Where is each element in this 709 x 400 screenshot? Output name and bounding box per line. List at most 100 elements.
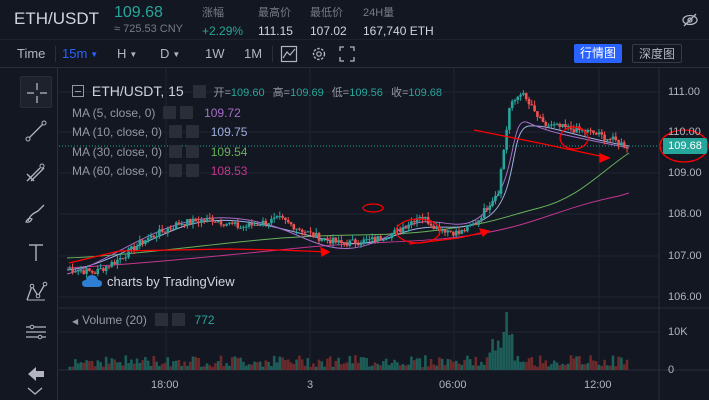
candle-body xyxy=(606,139,609,141)
candle-body xyxy=(264,220,268,225)
candle-body xyxy=(298,228,301,230)
user-annotations[interactable] xyxy=(68,126,709,264)
ma30-line xyxy=(66,152,630,259)
interval-1w-button[interactable]: 1W xyxy=(205,46,225,61)
tradingview-watermark[interactable]: charts by TradingView xyxy=(81,274,235,289)
volume-bar xyxy=(415,358,419,370)
candle-body xyxy=(474,223,478,225)
candle-body xyxy=(146,237,150,241)
price-chart[interactable]: ETH/USDT, 15 开=109.60 高=109.69 低=109.56 … xyxy=(59,68,709,400)
close-icon[interactable] xyxy=(172,313,186,326)
close-icon[interactable] xyxy=(186,125,200,138)
candle-body xyxy=(93,272,97,274)
candle-body xyxy=(110,261,114,267)
annotation-circle[interactable] xyxy=(395,218,441,244)
interval-1m-button[interactable]: 1M xyxy=(244,46,263,61)
candle-body xyxy=(496,193,500,196)
settings-icon[interactable] xyxy=(169,125,183,138)
volume-bar xyxy=(152,355,156,370)
annotation-circle[interactable] xyxy=(559,126,589,150)
candle-body xyxy=(331,237,335,244)
watermark-text: charts by TradingView xyxy=(107,274,235,289)
volume-bar xyxy=(205,363,209,370)
low-value: 109.56 xyxy=(349,87,383,99)
interval-15m-button[interactable]: 15m ▼ xyxy=(62,45,98,63)
settings-icon[interactable] xyxy=(162,106,176,119)
stat-change-label: 涨幅 xyxy=(202,7,224,19)
legend-settings-icon[interactable] xyxy=(192,85,206,98)
candle-body xyxy=(258,225,262,227)
volume-bar xyxy=(272,355,276,370)
candle-body xyxy=(575,126,578,133)
volume-bar xyxy=(186,365,189,370)
brush-tool[interactable] xyxy=(20,197,52,229)
volume-series xyxy=(68,312,629,370)
candle-body xyxy=(510,101,514,109)
volume-bar xyxy=(446,358,450,370)
volume-bar xyxy=(477,365,480,370)
volume-bar xyxy=(244,365,248,370)
candle-body xyxy=(508,108,511,130)
hide-icon[interactable] xyxy=(681,11,699,29)
depth-chart-tab[interactable]: 深度图 xyxy=(632,44,683,63)
indicator-icon[interactable] xyxy=(280,45,298,63)
y-tick-label: 109.00 xyxy=(668,167,702,179)
volume-bar xyxy=(594,361,598,370)
crosshair-tool[interactable] xyxy=(20,76,52,108)
annotation-trendline[interactable] xyxy=(408,230,490,245)
close-icon[interactable] xyxy=(186,145,200,158)
volume-value: 772 xyxy=(194,313,215,327)
pitchfork-tool[interactable] xyxy=(20,156,52,188)
interval-hour-button[interactable]: H ▼ xyxy=(117,45,137,63)
volume-bar xyxy=(284,360,287,370)
candle-body xyxy=(149,235,153,238)
chart-canvas[interactable] xyxy=(59,68,709,400)
chevron-down-icon[interactable] xyxy=(24,386,46,396)
settings-icon[interactable] xyxy=(169,164,183,177)
ohlc-values: 开=109.60 高=109.69 低=109.56 收=109.68 xyxy=(213,87,447,99)
collapse-tool[interactable] xyxy=(20,358,52,390)
minimize-icon[interactable] xyxy=(72,85,84,97)
measure-tool[interactable] xyxy=(20,316,52,348)
annotation-circle[interactable] xyxy=(362,203,384,213)
volume-bar xyxy=(348,355,352,370)
market-chart-tab[interactable]: 行情图 xyxy=(574,44,623,63)
settings-icon[interactable] xyxy=(169,145,183,158)
candle-body xyxy=(284,217,287,221)
candle-body xyxy=(222,224,226,226)
close-icon[interactable] xyxy=(179,106,193,119)
candle-body xyxy=(524,93,528,100)
volume-bar xyxy=(166,357,170,370)
interval-day-button[interactable]: D ▼ xyxy=(160,45,180,63)
volume-bar xyxy=(522,361,525,370)
ma10-label: MA (10, close, 0) xyxy=(72,125,163,139)
volume-bar xyxy=(208,365,212,370)
settings-icon[interactable] xyxy=(155,313,169,326)
candle-body xyxy=(564,124,567,128)
close-icon[interactable] xyxy=(186,164,200,177)
stat-low: 最低价 107.02 xyxy=(310,4,347,38)
x-tick-label: 06:00 xyxy=(439,379,467,391)
fullscreen-icon[interactable] xyxy=(338,45,356,63)
collapse-icon[interactable]: ◀ xyxy=(72,317,79,326)
pattern-tool[interactable] xyxy=(20,276,52,308)
volume-bar xyxy=(219,355,223,370)
symbol-title: ETH/USDT, 15 xyxy=(91,83,184,99)
candle-body xyxy=(239,227,242,229)
candle-body xyxy=(485,208,489,210)
settings-gear-icon[interactable] xyxy=(310,45,328,63)
trend-line-tool[interactable] xyxy=(20,115,52,147)
stat-low-value: 107.02 xyxy=(310,24,347,38)
annotation-trendline[interactable] xyxy=(68,248,330,264)
cny-price: ≈ 725.53 CNY xyxy=(114,23,184,35)
time-button[interactable]: Time xyxy=(17,46,46,61)
pair-name[interactable]: ETH/USDT xyxy=(14,9,99,28)
volume-bar xyxy=(443,365,447,370)
annotation-trendline[interactable] xyxy=(473,129,610,159)
candle-body xyxy=(368,239,371,241)
candle-body xyxy=(289,222,293,225)
ma30-value: 109.54 xyxy=(210,145,248,159)
annotation-circle[interactable] xyxy=(659,129,709,163)
text-tool[interactable] xyxy=(20,236,52,268)
volume-bar xyxy=(124,355,128,370)
